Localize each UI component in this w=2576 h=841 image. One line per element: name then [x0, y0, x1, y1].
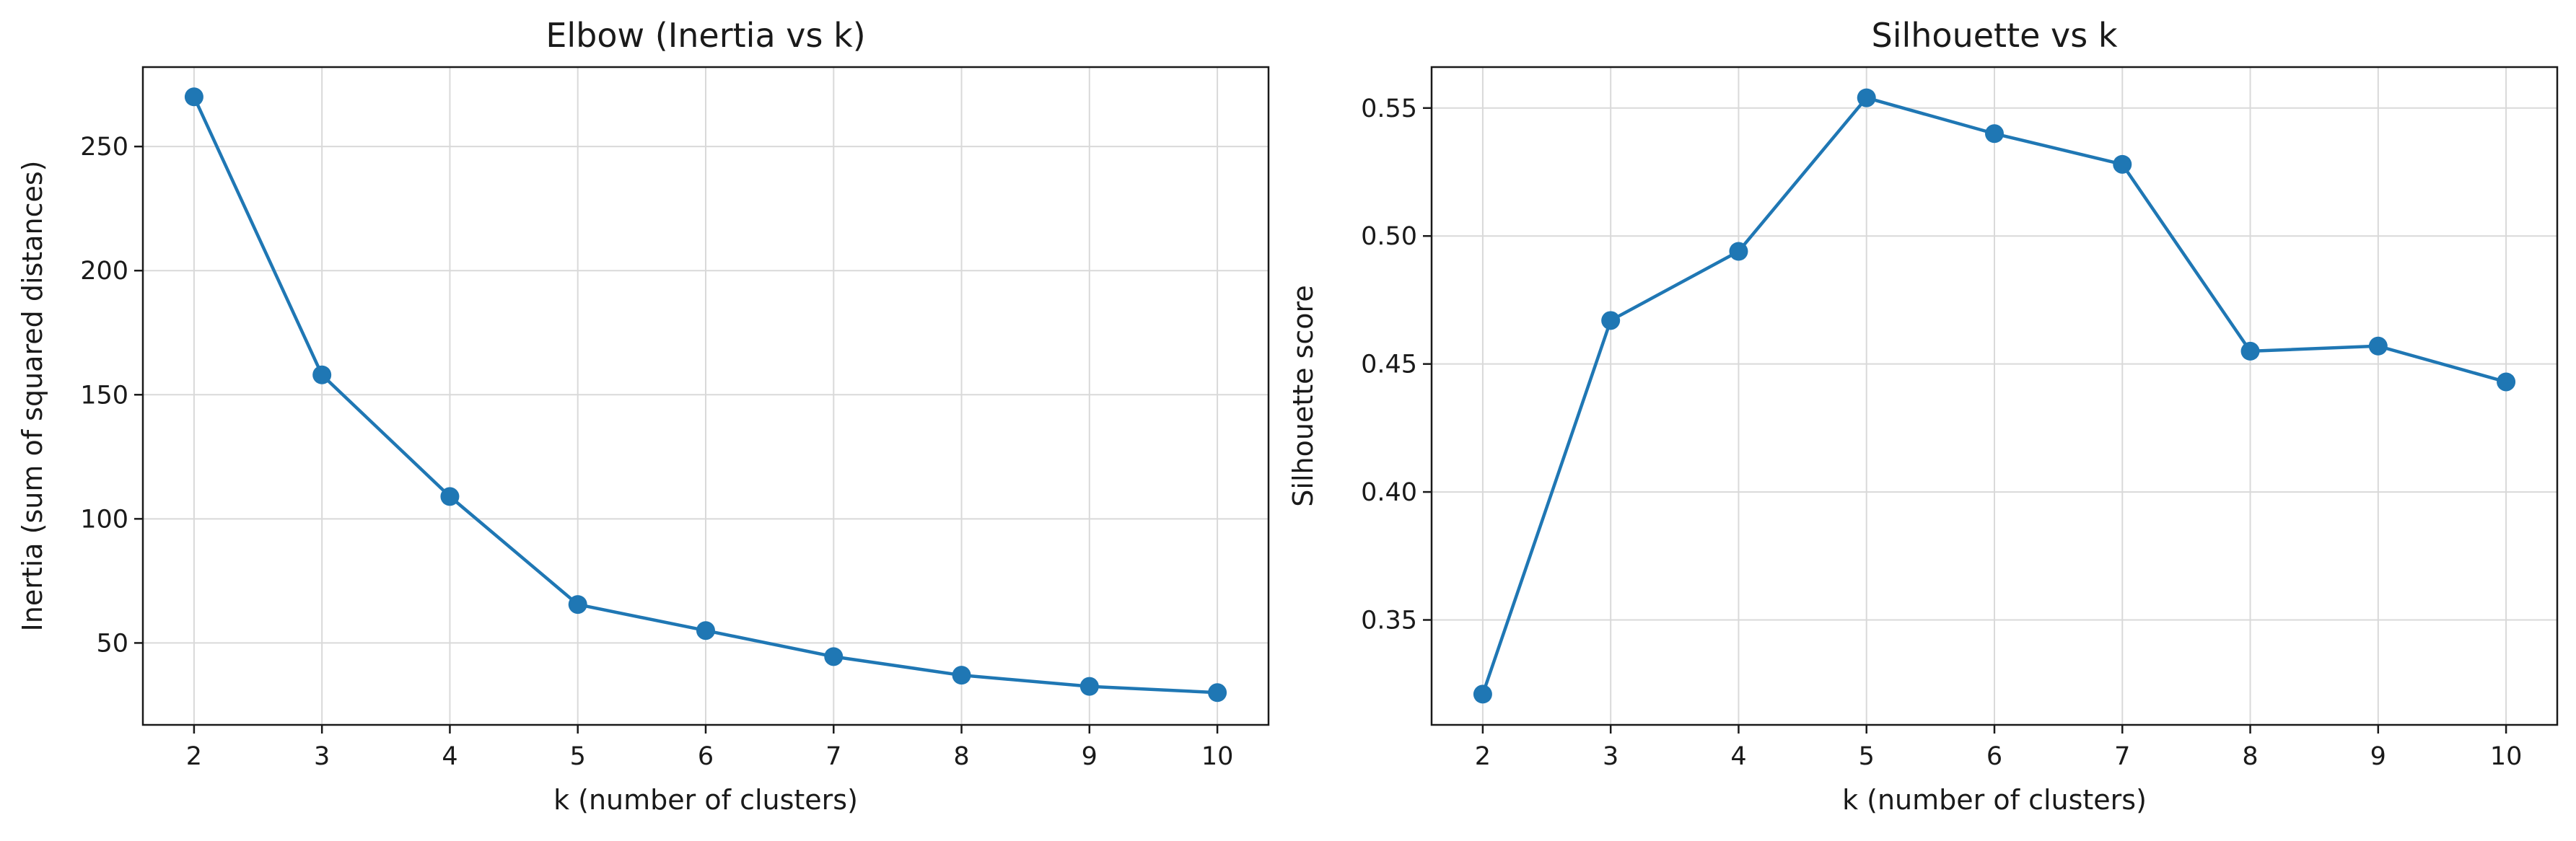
y-tick-label: 0.35: [1361, 607, 1417, 635]
x-tick-label: 7: [2114, 742, 2130, 771]
x-axis-label: k (number of clusters): [553, 784, 858, 816]
x-tick-label: 9: [1082, 742, 1098, 771]
data-point: [1473, 684, 1492, 704]
x-tick-label: 4: [442, 742, 457, 771]
data-point: [312, 365, 332, 384]
data-point: [2368, 336, 2388, 356]
y-tick-label: 150: [80, 381, 128, 410]
data-point: [1208, 683, 1227, 703]
y-tick-label: 0.50: [1361, 222, 1417, 251]
data-point: [1985, 124, 2004, 144]
x-tick-label: 8: [2242, 742, 2258, 771]
y-axis-label: Inertia (sum of squared distances): [17, 161, 48, 632]
data-point: [824, 647, 844, 666]
plot-frame: [141, 66, 1270, 726]
data-point: [1601, 311, 1621, 330]
y-tick-label: 200: [80, 257, 128, 286]
data-point: [2497, 372, 2516, 392]
x-tick-label: 6: [698, 742, 714, 771]
elbow-chart-panel: 2 3 4 5 6 7 8 9 10 50 100 150 200 250 Elbow (Inertia v…: [17, 16, 1270, 816]
x-tick-label: 5: [570, 742, 586, 771]
x-axis-label: k (number of clusters): [1842, 784, 2147, 816]
y-tick-label: 0.40: [1361, 478, 1417, 507]
data-point: [568, 595, 587, 615]
y-tick-label: 100: [80, 505, 128, 534]
x-tick-label: 2: [186, 742, 202, 771]
y-tick-label: 0.55: [1361, 94, 1417, 123]
silhouette-chart-panel: 2 3 4 5 6 7 8 9 10 0.35 0.40 0.45 0.50 0.55 Silhouette…: [1287, 16, 2559, 816]
data-point: [696, 621, 715, 640]
data-point: [1857, 88, 1876, 107]
y-tick-label: 250: [80, 133, 128, 162]
x-tick-label: 4: [1730, 742, 1746, 771]
x-tick-label: 3: [314, 742, 330, 771]
x-tick-label: 2: [1475, 742, 1491, 771]
x-tick-label: 9: [2370, 742, 2386, 771]
x-tick-label: 8: [953, 742, 969, 771]
y-tick-label: 50: [96, 629, 128, 658]
data-point: [1729, 242, 1748, 261]
chart-title: Elbow (Inertia vs k): [546, 16, 865, 55]
data-point: [184, 87, 203, 107]
x-tick-label: 6: [1986, 742, 2002, 771]
x-tick-label: 10: [1201, 742, 1234, 771]
x-tick-label: 10: [2490, 742, 2523, 771]
data-point: [952, 666, 971, 685]
data-point: [2113, 154, 2132, 174]
x-tick-label: 5: [1859, 742, 1875, 771]
data-point: [2240, 341, 2260, 361]
x-tick-label: 7: [825, 742, 841, 771]
y-tick-label: 0.45: [1361, 351, 1417, 379]
data-point: [440, 487, 460, 506]
y-axis-label: Silhouette score: [1287, 285, 1319, 506]
data-point: [1079, 677, 1099, 696]
plot-frame: [1430, 66, 2559, 726]
x-tick-label: 3: [1603, 742, 1618, 771]
chart-title: Silhouette vs k: [1872, 16, 2118, 55]
